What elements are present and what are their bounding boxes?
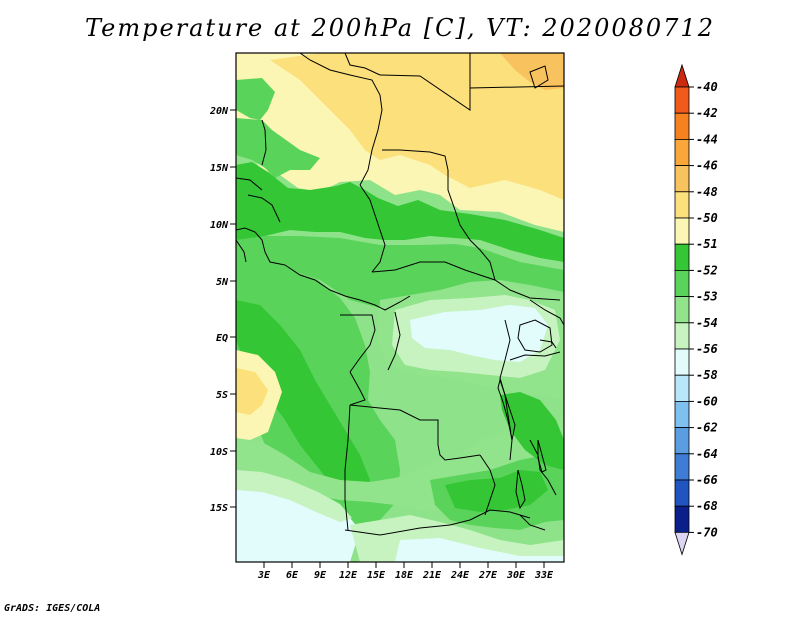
lat-label: 20N: [209, 106, 229, 117]
colorbar-swatch: [674, 505, 690, 533]
lon-label: 30E: [506, 570, 526, 581]
temperature-field: [236, 53, 564, 562]
colorbar-swatch: [674, 191, 690, 219]
colorbar-bottom-cap: [674, 532, 690, 556]
colorbar-label: -64: [696, 447, 718, 461]
colorbar-label: -58: [696, 368, 718, 382]
lon-label: 15E: [367, 570, 386, 581]
lon-label: 33E: [534, 570, 554, 581]
lat-label: 15S: [210, 503, 228, 514]
lat-label: 5N: [216, 277, 229, 288]
colorbar-swatch: [674, 269, 690, 297]
colorbar-label: -50: [696, 211, 718, 225]
latitude-axis: 20N 15N 10N 5N EQ 5S 10S 15S: [209, 106, 236, 514]
lon-label: 24E: [450, 570, 470, 581]
colorbar-top-cap: [674, 63, 690, 88]
lon-label: 3E: [257, 570, 271, 581]
colorbar-swatch: [674, 348, 690, 376]
longitude-axis: 3E 6E 9E 12E 15E 18E 21E 24E 27E 30E 33E: [257, 562, 554, 581]
lat-label: 10N: [210, 220, 229, 231]
colorbar-swatch: [674, 296, 690, 324]
credit-label: GrADS: IGES/COLA: [4, 603, 101, 614]
lon-label: 12E: [339, 570, 358, 581]
lon-label: 27E: [478, 570, 498, 581]
map-frame: [235, 52, 565, 563]
lat-label: EQ: [216, 333, 228, 344]
colorbar-swatch: [674, 453, 690, 481]
colorbar-label: -70: [696, 525, 718, 539]
colorbar-label: -53: [696, 290, 718, 304]
lon-label: 18E: [395, 570, 414, 581]
lat-label: 15N: [210, 163, 229, 174]
lon-label: 6E: [286, 570, 299, 581]
colorbar-swatch: [674, 479, 690, 507]
colorbar-swatch: [674, 86, 690, 114]
colorbar-label: -51: [696, 237, 718, 251]
colorbar-swatch: [674, 112, 690, 140]
colorbar-label: -48: [696, 185, 718, 199]
colorbar-label: -66: [696, 473, 718, 487]
colorbar-swatch: [674, 400, 690, 428]
colorbar-swatch: [674, 165, 690, 193]
lat-label: 10S: [210, 447, 228, 458]
colorbar-swatch: [674, 322, 690, 350]
colorbar-label: -52: [696, 263, 718, 277]
colorbar-swatch: [674, 427, 690, 455]
colorbar-label: -42: [696, 106, 718, 120]
colorbar-label: -56: [696, 342, 718, 356]
colorbar-swatch: [674, 138, 690, 166]
colorbar-label: -60: [696, 394, 718, 408]
colorbar-legend: -40 -42 -44 -46 -48 -50 -51 -52 -53 -54 -56 -58 -60 -…: [674, 63, 718, 556]
lakes: [497, 65, 553, 510]
colorbar-label: -44: [696, 132, 718, 146]
map-title: Temperature at 200hPa [C], VT: 202008071…: [85, 14, 715, 42]
lon-label: 9E: [314, 570, 327, 581]
colorbar-label: -40: [696, 80, 718, 94]
colorbar-label: -46: [696, 159, 718, 173]
lon-label: 21E: [422, 570, 442, 581]
colorbar-label: -62: [696, 421, 718, 435]
colorbar-label: -54: [696, 316, 718, 330]
colorbar-swatch: [674, 374, 690, 402]
colorbar-swatch: [674, 217, 690, 245]
lat-label: 5S: [216, 390, 228, 401]
colorbar-label: -68: [696, 499, 718, 513]
colorbar-swatch: [674, 243, 690, 271]
